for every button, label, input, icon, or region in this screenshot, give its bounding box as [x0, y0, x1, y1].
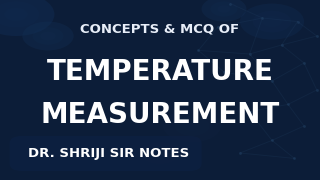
Circle shape — [40, 32, 56, 40]
Circle shape — [202, 0, 246, 22]
Circle shape — [4, 8, 28, 21]
Circle shape — [0, 0, 54, 36]
Circle shape — [211, 1, 237, 17]
Circle shape — [175, 116, 209, 136]
Text: TEMPERATURE: TEMPERATURE — [47, 58, 273, 86]
Circle shape — [154, 150, 166, 156]
FancyBboxPatch shape — [10, 136, 202, 171]
Circle shape — [33, 27, 63, 45]
Circle shape — [148, 147, 172, 159]
Circle shape — [163, 110, 221, 142]
Circle shape — [141, 142, 179, 164]
Circle shape — [253, 11, 291, 32]
Circle shape — [240, 4, 304, 40]
Circle shape — [22, 22, 74, 50]
Text: CONCEPTS & MCQ OF: CONCEPTS & MCQ OF — [80, 22, 240, 35]
Circle shape — [183, 121, 201, 131]
Circle shape — [217, 5, 231, 13]
Text: DR. SHRIJI SIR NOTES: DR. SHRIJI SIR NOTES — [28, 147, 189, 160]
Circle shape — [0, 1, 39, 27]
Text: MEASUREMENT: MEASUREMENT — [40, 101, 280, 129]
Circle shape — [262, 16, 282, 27]
